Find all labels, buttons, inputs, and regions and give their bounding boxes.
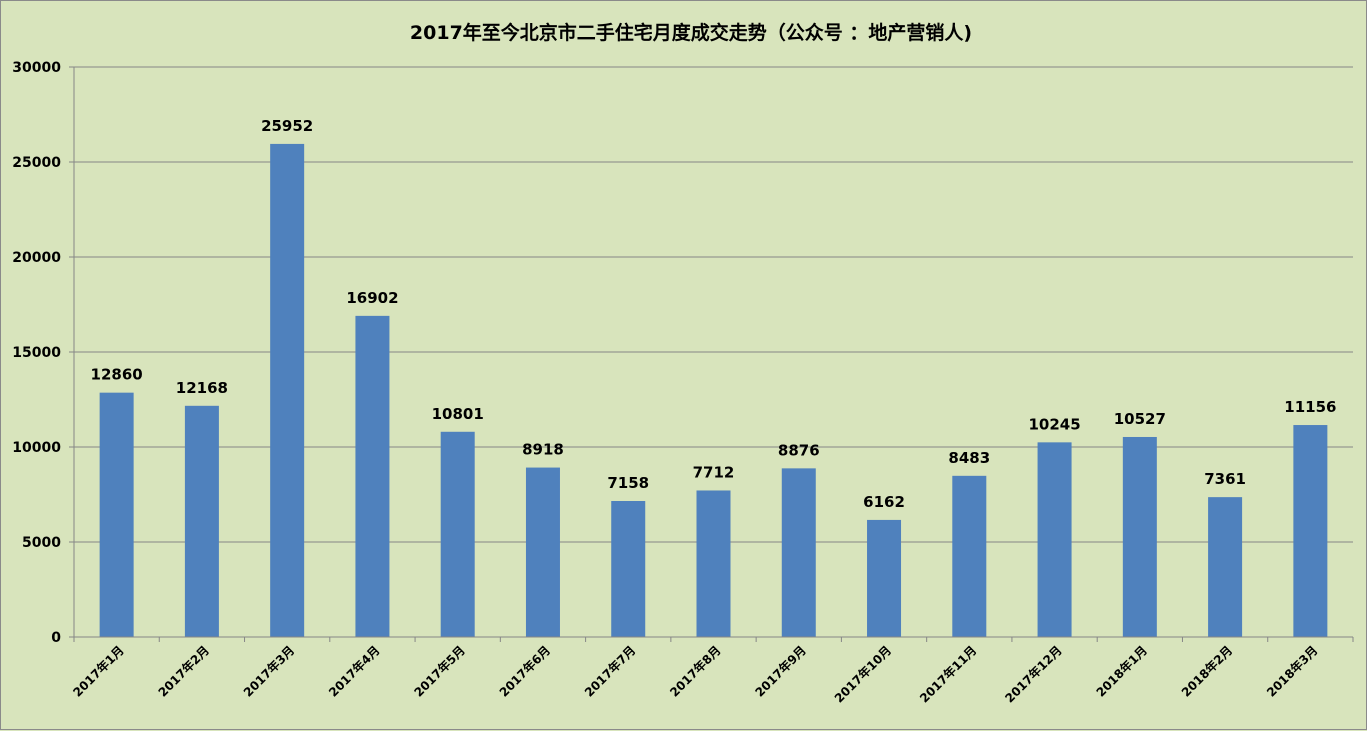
x-axis: 2017年1月 2017年2月 2017年3月 2017年4月 2017年5月 2017年… — [70, 636, 1354, 706]
x-tick-label: 2017年3月 — [240, 643, 297, 700]
y-tick-label: 20000 — [12, 250, 61, 266]
bar — [440, 431, 475, 637]
data-label: 11156 — [1284, 398, 1336, 416]
x-tick-label: 2018年2月 — [1178, 643, 1235, 700]
bar — [696, 490, 731, 637]
data-label: 8483 — [948, 449, 990, 467]
bar — [270, 143, 305, 638]
bars: 12860 12168 25952 16902 10801 8918 7158 7712 887… — [91, 117, 1336, 638]
bar — [355, 315, 390, 637]
data-label: 10801 — [432, 405, 484, 423]
y-tick-label: 5000 — [22, 535, 61, 551]
y-tick-label: 25000 — [12, 155, 61, 171]
x-tick-label: 2017年12月 — [1002, 643, 1065, 706]
x-tick-label: 2017年8月 — [667, 643, 724, 700]
x-tick-label: 2017年9月 — [752, 643, 809, 700]
x-tick-label: 2017年4月 — [325, 643, 382, 700]
bar — [1037, 442, 1072, 637]
x-tick-label: 2017年7月 — [581, 643, 638, 700]
x-tick-label: 2017年1月 — [70, 643, 127, 700]
x-tick-label: 2017年10月 — [831, 643, 894, 706]
x-tick-label: 2017年2月 — [155, 643, 212, 700]
y-axis: 0 5000 10000 15000 20000 25000 30000 — [12, 60, 75, 646]
data-label: 6162 — [863, 493, 905, 511]
bar — [952, 475, 987, 637]
data-label: 7158 — [607, 474, 649, 492]
y-tick-label: 15000 — [12, 345, 61, 361]
bar — [781, 468, 816, 637]
bar — [525, 467, 560, 637]
x-tick-label: 2017年5月 — [411, 643, 468, 700]
bar — [1208, 497, 1243, 637]
y-tick-label: 30000 — [12, 60, 61, 76]
data-label: 7361 — [1204, 470, 1246, 488]
data-label: 12168 — [176, 379, 228, 397]
y-tick-label: 0 — [51, 630, 61, 646]
data-label: 10245 — [1028, 415, 1080, 433]
bar — [1122, 436, 1157, 637]
x-tick-label: 2018年3月 — [1263, 643, 1320, 700]
bar — [184, 405, 219, 637]
data-label: 8918 — [522, 441, 564, 459]
data-label: 10527 — [1114, 410, 1166, 428]
chart-title: 2017年至今北京市二手住宅月度成交走势（公众号 ：地产营销人) — [410, 21, 972, 44]
y-tick-label: 10000 — [12, 440, 61, 456]
data-label: 8876 — [778, 441, 820, 459]
x-tick-label: 2017年6月 — [496, 643, 553, 700]
bar — [99, 392, 134, 637]
bar — [1293, 425, 1328, 637]
data-label: 25952 — [261, 117, 313, 135]
bar — [611, 500, 646, 637]
data-label: 16902 — [346, 289, 398, 307]
data-label: 7712 — [693, 463, 735, 481]
data-label: 12860 — [91, 366, 143, 384]
x-tick-label: 2017年11月 — [916, 643, 979, 706]
bar — [867, 519, 902, 637]
x-tick-label: 2018年1月 — [1093, 643, 1150, 700]
